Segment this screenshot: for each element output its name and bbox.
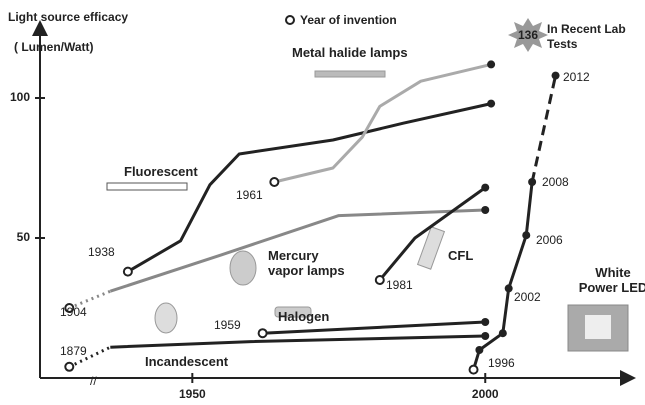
series-line [262,320,486,335]
invention-marker [122,266,133,277]
point [487,60,496,69]
mercury-bulb-icon [229,250,257,286]
metal-halide-icon [314,70,386,78]
invention-marker [269,177,280,187]
point [481,318,490,326]
callout-text: In Recent Lab Tests [547,22,626,51]
year-label: 1938 [88,245,115,259]
point [551,71,560,80]
year-label: 1961 [236,188,263,202]
invention-marker [257,328,268,339]
legend-marker [285,15,295,25]
series-label: Fluorescent [124,164,198,179]
invention-marker [64,361,75,372]
year-label: 2002 [514,290,541,304]
series-line [273,62,492,184]
invention-marker [64,303,75,313]
series-line [127,102,492,273]
series-label: Halogen [278,309,330,324]
year-label: 2012 [563,70,590,84]
series-line [530,75,558,183]
y-tick-label: 100 [10,90,30,104]
year-label: 1904 [60,305,87,319]
chart-title: Light source efficacy [8,10,128,24]
year-label: 2008 [542,175,569,189]
callout-value: 136 [518,28,538,42]
incandescent-bulb-icon [154,302,178,334]
series-line [378,186,487,281]
fluorescent-icon [106,182,188,191]
halogen-icon [274,306,312,318]
point [481,332,490,340]
series-label: White Power LED [578,265,645,295]
legend-text: Year of invention [300,13,397,27]
series-line [110,334,486,349]
series-label: Mercury vapor lamps [268,248,345,278]
led-chip [585,315,611,339]
series-label: Incandescent [145,354,229,369]
year-label: 1981 [386,278,413,292]
y-axis-label: ( Lumen/Watt) [14,40,94,54]
point [475,346,484,354]
invention-marker [374,275,385,285]
point [481,206,490,214]
cfl-icon [416,226,446,270]
x-tick-label: 1950 [179,387,206,401]
point [504,284,513,293]
invention-marker [468,364,479,375]
point [487,99,496,108]
point [528,178,537,186]
series-line [68,345,111,369]
year-label: 2006 [536,233,563,247]
point [481,183,490,192]
point [522,231,531,240]
year-label: 1879 [60,344,87,358]
y-tick-label: 50 [17,230,31,244]
x-tick-label: 2000 [472,387,499,401]
axis-break: // [90,374,97,388]
series-line [109,208,486,293]
series-label: Metal halide lamps [292,45,408,60]
starburst [508,18,548,52]
year-label: 1996 [488,356,515,370]
series-line [68,289,111,310]
point [498,329,507,338]
year-label: 1959 [214,318,241,332]
series-label: CFL [448,248,474,263]
